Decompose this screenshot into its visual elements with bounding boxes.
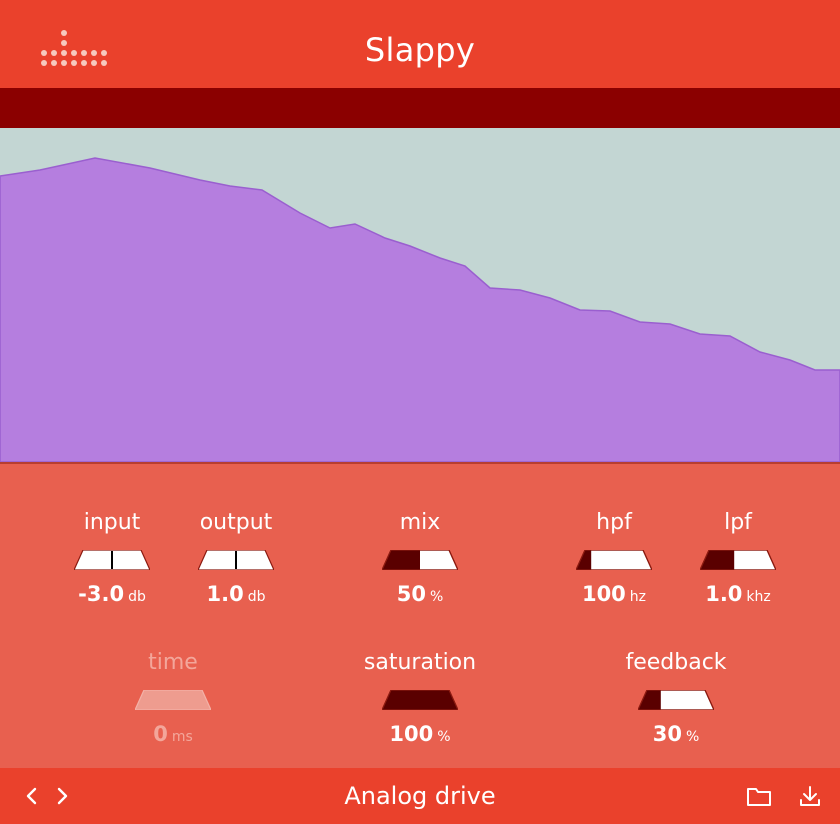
input-fader-indicator [111,551,113,569]
output-label: output [199,510,273,535]
feedback-fader-fill [638,690,661,710]
input-value: -3.0 db [78,582,146,606]
hpf-value: 100 hz [581,582,647,606]
mix-label: mix [399,510,441,535]
time-fader[interactable] [135,690,211,710]
mix-fader[interactable] [382,550,458,570]
lpf-value: 1.0 khz [705,582,771,606]
spectrum-display [0,128,840,462]
mix-fader-fill [382,550,420,570]
chevron-left-icon[interactable] [20,784,44,808]
input-control: input -3.0 db [52,508,172,608]
input-fader[interactable] [74,550,150,570]
saturation-control: saturation 100% [360,648,480,748]
output-value: 1.0 db [206,582,266,606]
feedback-value: 30% [652,722,700,746]
lpf-control: lpf 1.0 khz [678,508,798,608]
feedback-fader[interactable] [638,690,714,710]
saturation-fader[interactable] [382,690,458,710]
footer: Analog drive [0,768,840,824]
controls-panel: input -3.0 db output 1.0 db mix 50% hpf 10… [0,462,840,770]
hpf-label: hpf [596,510,632,535]
lpf-fader[interactable] [700,550,776,570]
spectrum-curve [0,157,840,462]
download-icon[interactable] [796,783,824,809]
dots-logo-icon[interactable] [40,30,110,66]
meter-bar [0,88,840,128]
saturation-value: 100% [389,722,451,746]
mix-value: 50% [396,582,444,606]
chevron-right-icon[interactable] [50,784,74,808]
saturation-fader-fill [382,690,458,710]
folder-icon[interactable] [745,783,773,809]
preset-name[interactable]: Analog drive [344,782,496,810]
input-label: input [83,510,141,535]
lpf-fader-fill [700,550,735,570]
time-label: time [148,650,198,675]
output-control: output 1.0 db [176,508,296,608]
feedback-label: feedback [625,650,727,675]
saturation-label: saturation [363,650,477,675]
hpf-control: hpf 100 hz [554,508,674,608]
lpf-label: lpf [724,510,752,535]
mix-control: mix 50% [360,508,480,608]
header: Slappy [0,0,840,88]
output-fader[interactable] [198,550,274,570]
feedback-control: feedback 30% [616,648,736,748]
time-control: time 0 ms [113,648,233,748]
hpf-fader[interactable] [576,550,652,570]
output-fader-indicator [235,551,237,569]
plugin-title: Slappy [364,31,476,69]
time-value: 0 ms [153,722,193,746]
